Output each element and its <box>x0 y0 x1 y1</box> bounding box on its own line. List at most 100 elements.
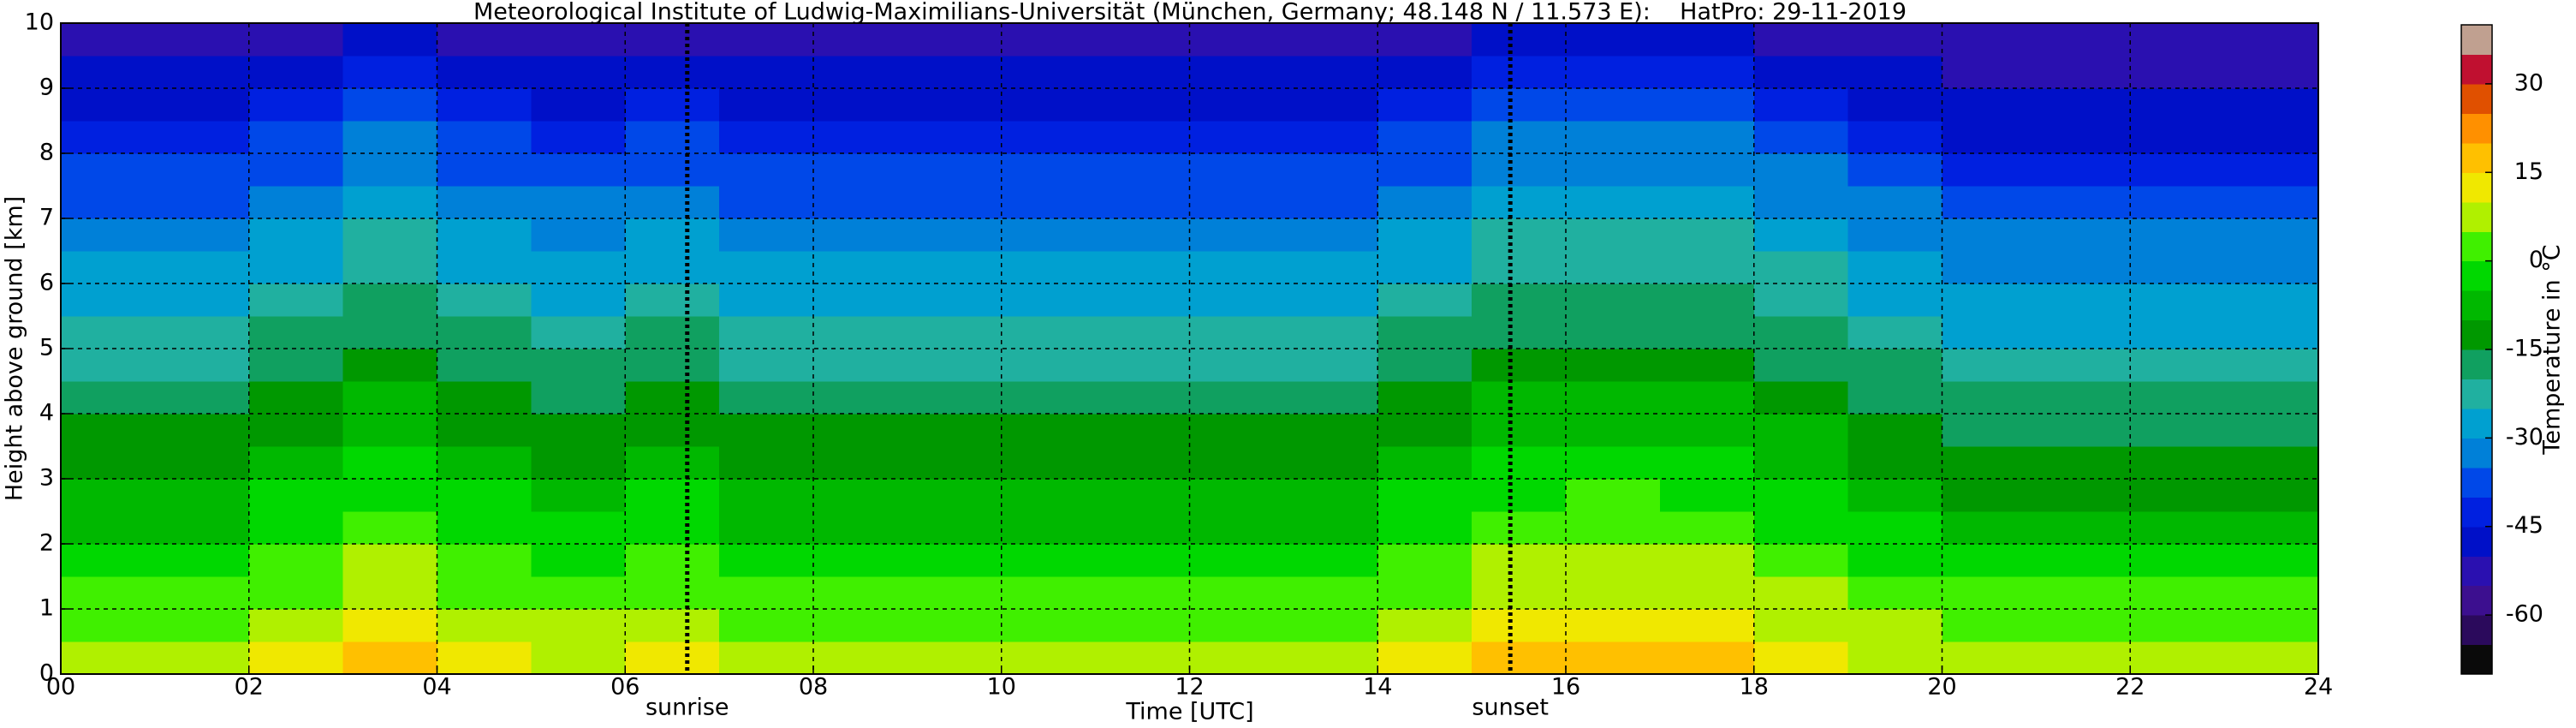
heat-cell <box>1472 186 1567 219</box>
heat-cell <box>813 414 908 447</box>
heat-cell <box>2130 56 2225 89</box>
heat-cell <box>1001 88 1097 122</box>
heat-cell <box>2036 153 2131 187</box>
x-tick-label: 22 <box>2115 674 2145 701</box>
heat-cell <box>625 121 720 154</box>
heat-cell <box>1095 349 1191 382</box>
heat-cell <box>907 544 1002 577</box>
heat-cell <box>625 218 720 252</box>
heat-cell <box>2224 186 2319 219</box>
heat-cell <box>1283 349 1378 382</box>
heat-cell <box>154 446 250 480</box>
heat-cell <box>342 446 438 480</box>
heat-cell <box>342 381 438 415</box>
heat-cell <box>1566 446 1661 480</box>
heat-cell <box>1095 251 1191 284</box>
heat-cell <box>531 381 626 415</box>
y-tick-label: 0 <box>39 660 54 687</box>
heat-cell <box>2130 23 2225 57</box>
heat-cell <box>1189 414 1284 447</box>
x-tick-label: 14 <box>1363 674 1392 701</box>
heat-cell <box>1472 153 1567 187</box>
heat-cell <box>2130 381 2225 415</box>
annotation-label: sunset <box>1472 695 1549 721</box>
heat-cell <box>625 544 720 577</box>
heat-cell <box>625 251 720 284</box>
heat-cell <box>1659 56 1755 89</box>
heat-cell <box>2224 251 2319 284</box>
heat-cell <box>1377 511 1472 545</box>
y-tick-label: 4 <box>39 400 54 427</box>
heat-cell <box>248 609 344 642</box>
heat-cell <box>1753 576 1849 610</box>
heat-cell <box>1566 283 1661 317</box>
heat-cell <box>2130 349 2225 382</box>
heat-cell <box>1095 381 1191 415</box>
heat-cell <box>2130 544 2225 577</box>
heat-cell <box>1659 609 1755 642</box>
heat-cell <box>1001 251 1097 284</box>
heat-cell <box>1189 88 1284 122</box>
heat-cell <box>1283 511 1378 545</box>
heat-cell <box>1189 23 1284 57</box>
heat-cell <box>907 186 1002 219</box>
heat-cell <box>2036 251 2131 284</box>
heat-cell <box>1566 609 1661 642</box>
heat-cell <box>813 381 908 415</box>
heat-cell <box>907 23 1002 57</box>
heat-cell <box>719 414 814 447</box>
heat-cell <box>1847 218 1943 252</box>
heat-cell <box>1659 414 1755 447</box>
heat-cell <box>907 609 1002 642</box>
heat-cell <box>1095 186 1191 219</box>
heat-cell <box>1189 641 1284 675</box>
heat-cell <box>719 23 814 57</box>
heat-cell <box>342 283 438 317</box>
heat-cell <box>437 23 532 57</box>
heat-cell <box>1377 88 1472 122</box>
heat-cell <box>154 251 250 284</box>
heat-cell <box>531 56 626 89</box>
heat-cell <box>2036 414 2131 447</box>
heat-cell <box>248 218 344 252</box>
heat-cell <box>1377 479 1472 512</box>
colorbar-segment <box>2461 615 2492 646</box>
heat-cell <box>1753 511 1849 545</box>
heat-cell <box>719 218 814 252</box>
heat-cell <box>2224 479 2319 512</box>
heat-cell <box>813 121 908 154</box>
heat-cell <box>154 381 250 415</box>
heat-cell <box>1189 153 1284 187</box>
heat-cell <box>1189 479 1284 512</box>
heat-cell <box>625 56 720 89</box>
heat-cell <box>907 349 1002 382</box>
heat-cell <box>531 544 626 577</box>
heat-cell <box>1847 23 1943 57</box>
heat-cell <box>719 349 814 382</box>
colorbar-segment <box>2461 438 2492 468</box>
heat-cell <box>1472 511 1567 545</box>
heat-cell <box>1377 414 1472 447</box>
colorbar-segment <box>2461 467 2492 498</box>
heat-cell <box>1472 349 1567 382</box>
heat-cell <box>1659 283 1755 317</box>
heat-cell <box>1753 88 1849 122</box>
heat-cell <box>1942 153 2037 187</box>
colorbar-tick-label: 0 <box>2529 247 2543 273</box>
heat-cell <box>154 283 250 317</box>
heat-cell <box>1189 316 1284 349</box>
colorbar-tick-label: 30 <box>2514 69 2543 96</box>
heat-cell <box>1942 23 2037 57</box>
heat-cell <box>61 511 156 545</box>
heat-cell <box>531 218 626 252</box>
colorbar-segment <box>2461 556 2492 587</box>
heat-cell <box>1283 316 1378 349</box>
heat-cell <box>437 576 532 610</box>
heat-cell <box>1659 576 1755 610</box>
heat-cell <box>531 121 626 154</box>
heat-cell <box>531 641 626 675</box>
heat-cell <box>719 283 814 317</box>
heat-cell <box>1659 153 1755 187</box>
heat-cell <box>248 88 344 122</box>
heat-cell <box>1659 446 1755 480</box>
